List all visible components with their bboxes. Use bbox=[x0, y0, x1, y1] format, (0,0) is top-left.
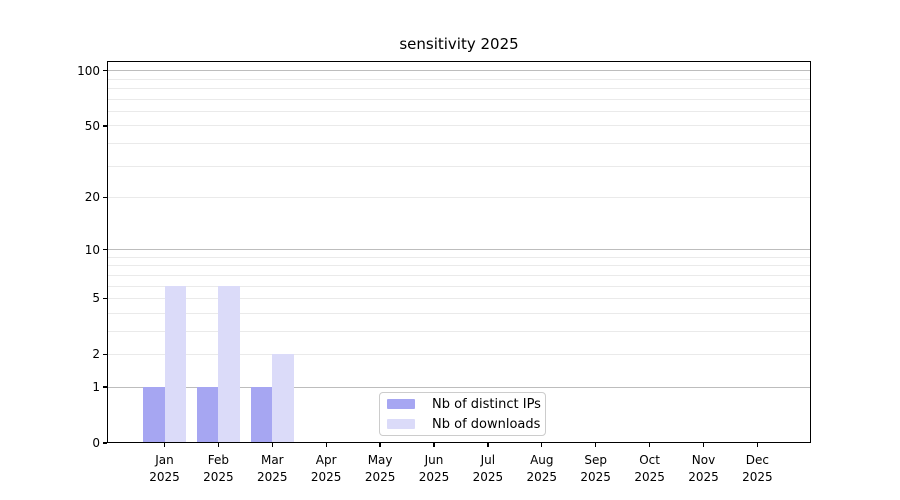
major-gridline bbox=[107, 249, 811, 251]
x-tick-month: Jun bbox=[424, 453, 444, 467]
x-tick-mark bbox=[433, 443, 435, 447]
x-tick-label: Aug 2025 bbox=[510, 452, 574, 486]
minor-gridline bbox=[107, 330, 811, 332]
y-tick-mark bbox=[103, 125, 107, 127]
y-tick-label: 2 bbox=[92, 347, 100, 362]
chart-title: sensitivity 2025 bbox=[399, 35, 519, 53]
x-tick-mark bbox=[163, 443, 166, 447]
minor-gridline bbox=[107, 274, 811, 276]
x-tick-label: Nov 2025 bbox=[672, 452, 736, 486]
y-tick-mark bbox=[103, 70, 107, 72]
legend-swatch-distinct-ips bbox=[387, 399, 415, 409]
major-gridline bbox=[107, 70, 811, 72]
y-tick-label: 1 bbox=[92, 380, 100, 395]
x-tick-label: Sep 2025 bbox=[564, 452, 628, 486]
bar-downloads bbox=[218, 286, 240, 443]
x-tick-mark bbox=[271, 443, 273, 447]
minor-gridline bbox=[107, 256, 811, 258]
x-tick-label: Jan 2025 bbox=[133, 452, 197, 486]
x-tick-month: Apr bbox=[315, 453, 337, 467]
x-tick-year: 2025 bbox=[364, 470, 396, 484]
y-tick-label: 5 bbox=[92, 291, 100, 306]
bar-distinct-ips bbox=[196, 387, 219, 443]
y-tick-label: 100 bbox=[77, 63, 100, 78]
bar-downloads bbox=[164, 286, 186, 443]
x-tick-mark bbox=[541, 443, 543, 447]
x-tick-month: Jan bbox=[155, 453, 174, 467]
x-tick-month: Aug bbox=[530, 453, 554, 467]
x-tick-mark bbox=[325, 443, 327, 447]
x-tick-label: Mar 2025 bbox=[240, 452, 304, 486]
minor-gridline bbox=[107, 285, 811, 287]
legend-item: Nb of downloads bbox=[387, 415, 541, 433]
x-tick-year: 2025 bbox=[688, 470, 719, 484]
legend-swatch-downloads bbox=[387, 419, 415, 429]
plot-area bbox=[107, 61, 811, 443]
x-tick-mark bbox=[487, 443, 489, 447]
x-tick-year: 2025 bbox=[203, 470, 234, 484]
major-gridline bbox=[107, 386, 811, 388]
x-tick-year: 2025 bbox=[418, 470, 450, 484]
x-tick-label: Dec 2025 bbox=[725, 452, 789, 486]
x-tick-label: Feb 2025 bbox=[186, 452, 250, 486]
x-tick-year: 2025 bbox=[257, 470, 288, 484]
minor-gridline bbox=[107, 196, 811, 198]
x-tick-month: May bbox=[367, 453, 393, 467]
x-tick-year: 2025 bbox=[742, 470, 773, 484]
x-tick-label: Jul 2025 bbox=[456, 452, 520, 486]
y-tick-label: 10 bbox=[84, 242, 100, 257]
bar-distinct-ips bbox=[250, 387, 273, 443]
x-tick-month: Mar bbox=[260, 453, 284, 467]
x-tick-year: 2025 bbox=[526, 470, 558, 484]
minor-gridline bbox=[107, 88, 811, 90]
y-tick-mark bbox=[103, 196, 107, 199]
y-tick-mark bbox=[103, 297, 107, 300]
minor-gridline bbox=[107, 143, 811, 144]
y-tick-mark bbox=[103, 248, 107, 251]
x-tick-year: 2025 bbox=[580, 470, 611, 484]
x-tick-month: Dec bbox=[745, 453, 769, 467]
minor-gridline bbox=[107, 297, 811, 299]
x-tick-month: Nov bbox=[691, 453, 716, 467]
x-tick-mark bbox=[756, 443, 759, 447]
minor-gridline bbox=[107, 125, 811, 127]
x-tick-label: Jun 2025 bbox=[402, 452, 466, 486]
y-tick-label: 20 bbox=[84, 190, 100, 205]
bar-distinct-ips bbox=[143, 387, 165, 443]
x-tick-mark bbox=[702, 443, 705, 447]
x-tick-month: Jul bbox=[480, 453, 496, 467]
y-tick-label: 0 bbox=[92, 436, 100, 450]
y-tick-mark bbox=[103, 386, 107, 388]
x-tick-year: 2025 bbox=[634, 470, 665, 484]
bar-downloads bbox=[272, 354, 294, 443]
minor-gridline bbox=[107, 312, 811, 314]
minor-gridline bbox=[107, 78, 811, 80]
minor-gridline bbox=[107, 353, 811, 355]
minor-gridline bbox=[107, 265, 811, 267]
x-tick-year: 2025 bbox=[472, 470, 504, 484]
x-tick-mark bbox=[379, 443, 381, 447]
x-tick-month: Sep bbox=[584, 453, 607, 467]
x-tick-mark bbox=[217, 443, 220, 447]
minor-gridline bbox=[107, 98, 811, 100]
x-tick-label: May 2025 bbox=[348, 452, 412, 486]
minor-gridline bbox=[107, 165, 811, 167]
y-tick-label: 50 bbox=[84, 118, 100, 133]
x-tick-label: Apr 2025 bbox=[294, 452, 358, 486]
legend-item: Nb of distinct IPs bbox=[387, 395, 541, 413]
x-tick-year: 2025 bbox=[310, 470, 342, 484]
legend: Nb of distinct IPs Nb of downloads bbox=[379, 392, 546, 436]
x-tick-month: Oct bbox=[639, 453, 660, 467]
legend-label: Nb of distinct IPs bbox=[432, 396, 541, 412]
x-tick-label: Oct 2025 bbox=[618, 452, 682, 486]
x-tick-mark bbox=[595, 443, 597, 447]
x-tick-year: 2025 bbox=[149, 470, 180, 484]
x-tick-mark bbox=[648, 443, 651, 447]
legend-label: Nb of downloads bbox=[432, 416, 541, 432]
minor-gridline bbox=[107, 110, 811, 112]
y-tick-mark bbox=[103, 442, 107, 444]
x-tick-month: Feb bbox=[207, 453, 230, 467]
y-tick-mark bbox=[103, 353, 107, 356]
